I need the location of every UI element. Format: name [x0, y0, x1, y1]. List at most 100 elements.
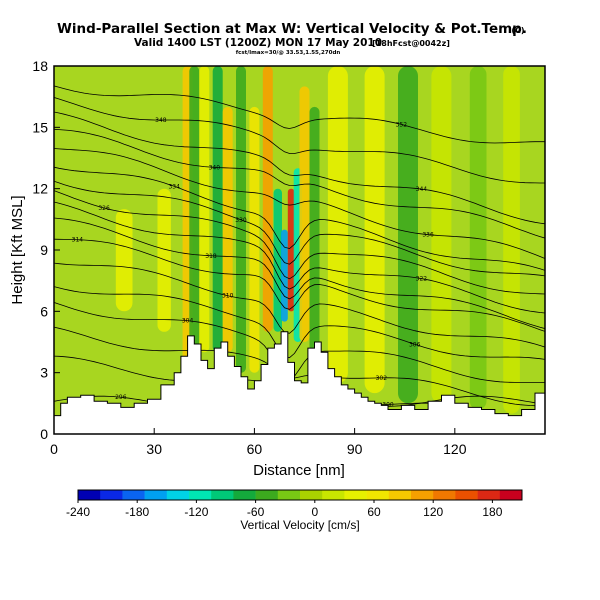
isentrope-label-340: 340 [209, 164, 221, 171]
velocity-band-22 [503, 66, 520, 414]
isentrope-label-334: 334 [168, 183, 180, 190]
isentrope-326 [54, 190, 545, 295]
isentrope-label-326: 326 [98, 205, 110, 212]
isentrope-label-336: 336 [422, 232, 434, 239]
isentrope-label-296: 296 [115, 394, 127, 401]
x-tick-label-30: 30 [146, 441, 162, 457]
isentrope-label-348: 348 [155, 117, 167, 124]
colorbar-swatch-9 [255, 490, 279, 500]
colorbar-swatch-7 [211, 490, 234, 500]
velocity-band-2 [157, 188, 171, 332]
velocity-band-8 [236, 66, 246, 373]
isentrope-336 [54, 148, 545, 259]
colorbar-swatch-8 [233, 490, 256, 500]
isentrope-label-314: 314 [72, 237, 84, 244]
isentrope-322 [54, 201, 545, 314]
isentrope-352 [54, 85, 545, 144]
colorbar-label: Vertical Velocity [cm/s] [240, 518, 359, 532]
colorbar-swatch-16 [411, 490, 434, 500]
isentrope-330 [54, 180, 545, 277]
isentrope-label-344: 344 [416, 186, 428, 193]
isentrope-304 [54, 302, 545, 383]
isentrope-label-330: 330 [235, 217, 247, 224]
title-mark: (C) [511, 26, 524, 35]
velocity-band-9 [249, 106, 260, 373]
colorbar-swatch-12 [322, 490, 345, 500]
colorbar-swatch-11 [300, 490, 323, 500]
x-tick-label-90: 90 [347, 441, 363, 457]
isentrope-334 [54, 166, 545, 271]
isentrope-label-306: 306 [409, 341, 421, 348]
subtitle-tag: [18hFcst@0042z] [372, 39, 450, 48]
x-tick-label-120: 120 [443, 441, 467, 457]
velocity-band-4 [189, 66, 200, 363]
colorbar-tick-label-0: 0 [311, 505, 318, 519]
isentrope-label-322: 322 [416, 276, 428, 283]
velocity-band-5 [199, 66, 210, 353]
isentrope-348 [54, 97, 545, 184]
y-tick-label-15: 15 [32, 119, 48, 135]
velocity-band-19 [398, 66, 418, 404]
velocity-band-6 [212, 66, 223, 353]
colorbar-swatch-17 [433, 490, 456, 500]
isentrope-340 [54, 128, 545, 239]
colorbar-frame [77, 489, 523, 501]
colorbar-tick-label--240: -240 [66, 505, 90, 519]
colorbar-swatch-5 [166, 490, 190, 500]
isentrope-302 [54, 326, 545, 407]
isentrope-label-318: 318 [205, 253, 217, 260]
colorbar: -240 -180 -120 -60 0 60 120 180 [66, 489, 523, 519]
y-tick-label-9: 9 [40, 242, 48, 258]
isentrope-310 [54, 262, 545, 348]
colorbar-tick-label-120: 120 [423, 505, 443, 519]
x-axis-label: Distance [nm] [253, 462, 345, 479]
y-axis: 0 3 6 9 12 15 18 [32, 58, 60, 442]
plot-area: 2963003023043063103143183223263303343363… [54, 66, 545, 434]
chart-subtitle2: fcst/lmax=30/@ 33.53,1.55,270dn [236, 50, 341, 56]
colorbar-swatch-13 [344, 490, 367, 500]
colorbar-tick-label-60: 60 [367, 505, 381, 519]
isentropes: 2963003023043063103143183223263303343363… [54, 85, 545, 428]
y-tick-label-18: 18 [32, 58, 48, 74]
x-tick-label-0: 0 [50, 441, 58, 457]
x-axis: 0 30 60 90 120 [50, 428, 467, 457]
colorbar-swatch-19 [477, 490, 501, 500]
chart-title: Wind-Parallel Section at Max W: Vertical… [57, 21, 527, 37]
colorbar-swatch-6 [189, 490, 212, 500]
isentrope-label-352: 352 [396, 121, 408, 128]
colorbar-swatch-10 [277, 490, 301, 500]
isentrope-344 [54, 111, 545, 225]
velocity-band-11 [273, 188, 282, 332]
terrain [54, 331, 545, 434]
x-tick-label-60: 60 [247, 441, 263, 457]
colorbar-tick-label--60: -60 [247, 505, 265, 519]
colorbar-tick-label--180: -180 [125, 505, 149, 519]
colorbar-swatch-14 [366, 490, 390, 500]
velocity-band-17 [327, 66, 348, 383]
colorbar-swatch-15 [388, 490, 412, 500]
colorbar-tick-label--120: -120 [184, 505, 208, 519]
velocity-band-7 [222, 106, 233, 353]
isentrope-label-310: 310 [222, 293, 234, 300]
velocity-band-13 [287, 188, 295, 312]
chart-subtitle: Valid 1400 LST (1200Z) MON 17 May 2010 [134, 37, 382, 49]
y-axis-label: Height [Kft MSL] [9, 195, 26, 304]
colorbar-swatch-20 [499, 490, 523, 500]
velocity-band-21 [469, 66, 487, 410]
velocity-band-10 [262, 66, 273, 332]
y-tick-label-3: 3 [40, 365, 48, 381]
isentrope-306 [54, 286, 545, 360]
isentrope-label-304: 304 [182, 318, 194, 325]
colorbar-swatch-18 [455, 490, 478, 500]
velocity-band-1 [115, 209, 133, 312]
isentrope-314 [54, 238, 545, 332]
y-tick-label-0: 0 [40, 426, 48, 442]
colorbar-swatch-1 [78, 490, 101, 500]
colorbar-swatch-2 [100, 490, 123, 500]
velocity-band-20 [431, 66, 452, 404]
y-tick-label-12: 12 [32, 181, 48, 197]
y-tick-label-6: 6 [40, 303, 48, 319]
isentrope-318 [54, 217, 545, 329]
colorbar-swatch-3 [122, 490, 145, 500]
